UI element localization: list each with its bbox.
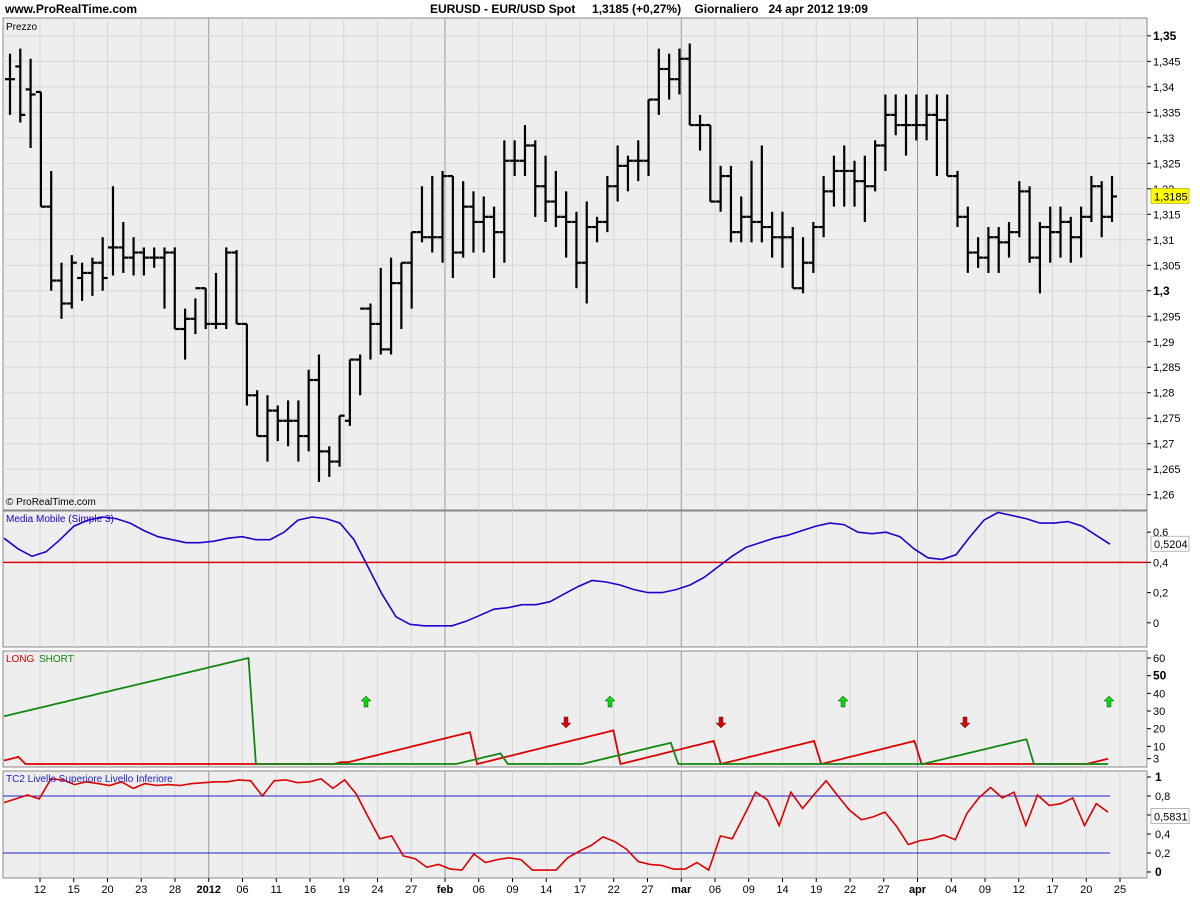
x-tick-label: 12 (1013, 884, 1025, 896)
x-tick-label: 20 (1080, 884, 1092, 896)
price-tick-label: 1,335 (1153, 107, 1181, 119)
x-tick-label: 17 (574, 884, 586, 896)
short-line (3, 656, 1108, 765)
ma-current-value: 0,5204 (1154, 539, 1188, 551)
ma-tick-label: 0,2 (1153, 588, 1168, 600)
price-tick-label: 1,29 (1153, 337, 1174, 349)
legend-long: LONG (6, 654, 35, 665)
tc2-tick-label: 0,2 (1155, 848, 1170, 860)
price-current-value-box (1150, 188, 1190, 204)
x-tick-label: 22 (844, 884, 856, 896)
period-label: Giornaliero (694, 2, 759, 16)
x-tick-label: 17 (1046, 884, 1058, 896)
x-tick-label: 09 (979, 884, 991, 896)
long-short-current-value: 3 (1153, 754, 1159, 766)
x-tick-label: 28 (169, 884, 181, 896)
long-short-tick-label: 50 (1153, 669, 1167, 683)
x-tick-label: 04 (945, 884, 957, 896)
x-tick-label: 06 (236, 884, 248, 896)
price-tick-label: 1,295 (1153, 311, 1181, 323)
price-tick-label: 1,325 (1153, 158, 1181, 170)
long-short-tick-label: 30 (1153, 706, 1165, 718)
x-tick-label: 27 (405, 884, 417, 896)
x-tick-label: 06 (473, 884, 485, 896)
instrument-title: EURUSD - EUR/USD Spot 1,3185 (+0,27%) Gi… (430, 2, 868, 16)
tc2-tick-label: 0,4 (1155, 829, 1170, 841)
price-tick-label: 1,34 (1153, 82, 1174, 94)
long-short-tick-label: 40 (1153, 688, 1165, 700)
x-tick-label: 27 (878, 884, 890, 896)
price-tick-label: 1,35 (1153, 29, 1177, 43)
x-tick-label: 06 (709, 884, 721, 896)
tc2-line (3, 778, 1109, 872)
tc2-panel-title: TC2 Livello Superiore Livello Inferiore (6, 774, 173, 785)
price-panel-title: Prezzo (6, 22, 38, 33)
signal-arrow-down-icon (715, 716, 727, 729)
x-tick-label: 16 (304, 884, 316, 896)
ma-tick-label: 0,4 (1153, 557, 1168, 569)
price-tick-label: 1,305 (1153, 260, 1181, 272)
price-current-value: 1,3185 (1154, 191, 1188, 203)
ma-current-value-box (1150, 535, 1190, 552)
signal-arrow-up-icon (1103, 695, 1115, 708)
x-tick-label: 15 (68, 884, 80, 896)
header-bar: www.ProRealTime.com EURUSD - EUR/USD Spo… (0, 0, 1200, 18)
x-tick-label: 14 (540, 884, 552, 896)
site-name: www.ProRealTime.com (5, 2, 138, 16)
x-tick-label: apr (909, 884, 927, 896)
long-short-tick-label: 20 (1153, 724, 1165, 736)
x-tick-label: 19 (810, 884, 822, 896)
signal-arrow-down-icon (560, 716, 572, 729)
x-tick-label: 14 (776, 884, 788, 896)
price-tick-label: 1,315 (1153, 209, 1181, 221)
long-short-tick-label: 10 (1153, 741, 1165, 753)
panel-4-background (2, 770, 1148, 879)
x-tick-label: 25 (1114, 884, 1126, 896)
ma-tick-label: 0 (1153, 618, 1159, 630)
datetime-label: 24 apr 2012 19:09 (768, 2, 868, 16)
tc2-current-value: 0,5831 (1154, 812, 1188, 824)
signal-arrow-up-icon (360, 695, 372, 708)
price-tick-label: 1,31 (1153, 235, 1174, 247)
price-tick-label: 1,26 (1153, 490, 1174, 502)
x-tick-label: 19 (338, 884, 350, 896)
price-tick-label: 1,33 (1153, 133, 1174, 145)
price-tick-label: 1,265 (1153, 464, 1181, 476)
price-tick-label: 1,27 (1153, 439, 1174, 451)
x-tick-label: 20 (101, 884, 113, 896)
ma-line (3, 511, 1111, 627)
x-tick-label: feb (437, 884, 454, 896)
signal-arrow-up-icon (604, 695, 616, 708)
panel-1-background (2, 17, 1148, 511)
x-tick-label: mar (671, 884, 692, 896)
price-tick-label: 1,345 (1153, 56, 1181, 68)
tc2-current-value-box (1150, 808, 1190, 824)
x-tick-label: 24 (371, 884, 383, 896)
tc2-tick-label: 0 (1155, 865, 1162, 879)
price-tick-label: 1,275 (1153, 413, 1181, 425)
price-tick-label: 1,28 (1153, 388, 1174, 400)
long-short-tick-label: 60 (1153, 653, 1165, 665)
x-tick-label: 27 (641, 884, 653, 896)
x-tick-label: 22 (608, 884, 620, 896)
x-tick-label: 09 (743, 884, 755, 896)
price-tick-label: 1,285 (1153, 362, 1181, 374)
panel-2-background (2, 510, 1148, 648)
signal-arrow-up-icon (837, 695, 849, 708)
price-tick-label: 1,3 (1153, 284, 1170, 298)
x-tick-label: 11 (271, 884, 282, 896)
x-tick-label: 12 (34, 884, 46, 896)
x-tick-label: 2012 (197, 884, 221, 896)
ma-panel-title: Media Mobile (Simple 3) (6, 514, 114, 525)
instrument-quote: 1,3185 (+0,27%) (592, 2, 682, 16)
instrument-name: EURUSD - EUR/USD Spot (430, 2, 576, 16)
tc2-tick-label: 1 (1155, 770, 1162, 784)
tc2-tick-label: 0,8 (1155, 791, 1170, 803)
x-tick-label: 09 (506, 884, 518, 896)
copyright-label: © ProRealTime.com (6, 497, 96, 508)
x-tick-label: 23 (135, 884, 147, 896)
legend-short: SHORT (39, 654, 74, 665)
signal-arrow-down-icon (959, 716, 971, 729)
